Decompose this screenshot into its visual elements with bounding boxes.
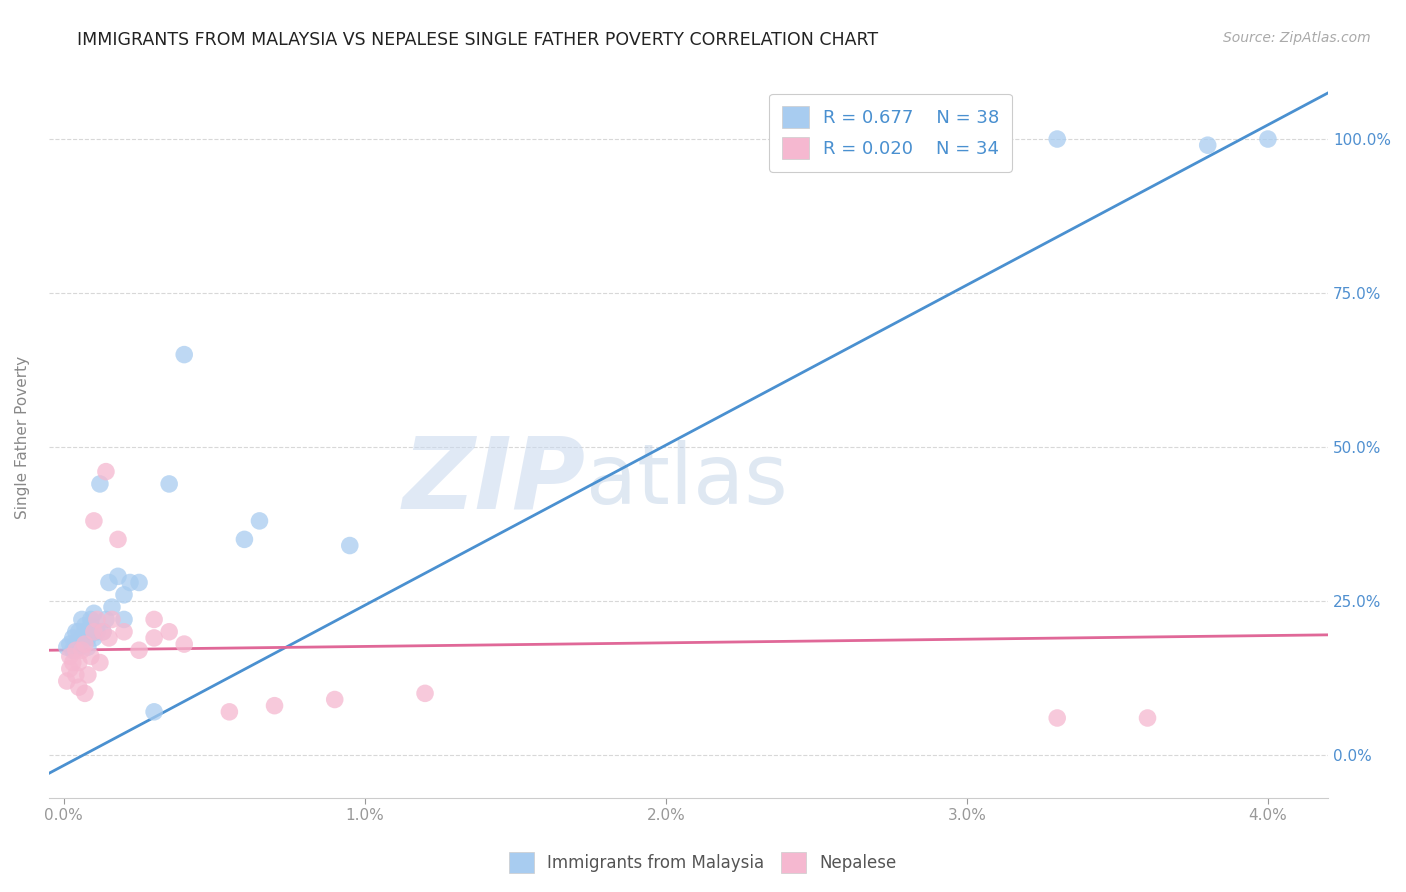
Point — [62, 656, 84, 670]
Point — [67, 656, 90, 670]
Point — [67, 680, 90, 694]
Point — [65, 668, 87, 682]
Point — [89, 656, 111, 670]
Point — [94, 612, 117, 626]
Text: ZIP: ZIP — [404, 433, 586, 530]
Text: Source: ZipAtlas.com: Source: ZipAtlas.com — [1223, 31, 1371, 45]
Point — [70, 612, 93, 626]
Point — [263, 698, 285, 713]
Point — [70, 643, 93, 657]
Point — [173, 637, 195, 651]
Point — [80, 612, 103, 626]
Point — [107, 533, 129, 547]
Point — [73, 618, 96, 632]
Text: atlas: atlas — [586, 441, 787, 522]
Point — [1197, 138, 1219, 153]
Point — [73, 624, 96, 639]
Point — [112, 588, 135, 602]
Point — [173, 348, 195, 362]
Point — [73, 637, 96, 651]
Point — [80, 618, 103, 632]
Point — [83, 607, 105, 621]
Point — [1257, 132, 1279, 146]
Point — [97, 575, 120, 590]
Legend: Immigrants from Malaysia, Nepalese: Immigrants from Malaysia, Nepalese — [502, 846, 904, 880]
Point — [101, 600, 124, 615]
Point — [65, 624, 87, 639]
Point — [339, 539, 361, 553]
Point — [56, 673, 79, 688]
Point — [112, 624, 135, 639]
Point — [233, 533, 256, 547]
Point — [143, 612, 166, 626]
Point — [83, 514, 105, 528]
Point — [413, 686, 436, 700]
Text: IMMIGRANTS FROM MALAYSIA VS NEPALESE SINGLE FATHER POVERTY CORRELATION CHART: IMMIGRANTS FROM MALAYSIA VS NEPALESE SIN… — [77, 31, 879, 49]
Point — [89, 477, 111, 491]
Point — [83, 631, 105, 645]
Point — [86, 624, 108, 639]
Point — [91, 624, 114, 639]
Point — [91, 624, 114, 639]
Point — [323, 692, 346, 706]
Point — [70, 631, 93, 645]
Point — [62, 643, 84, 657]
Point — [112, 612, 135, 626]
Point — [59, 637, 82, 651]
Point — [59, 662, 82, 676]
Point — [1046, 711, 1069, 725]
Point — [249, 514, 271, 528]
Point — [97, 631, 120, 645]
Point — [59, 649, 82, 664]
Point — [218, 705, 240, 719]
Y-axis label: Single Father Poverty: Single Father Poverty — [15, 356, 30, 519]
Point — [157, 624, 180, 639]
Point — [157, 477, 180, 491]
Point — [128, 575, 150, 590]
Point — [94, 465, 117, 479]
Point — [107, 569, 129, 583]
Point — [143, 631, 166, 645]
Point — [77, 668, 100, 682]
Point — [86, 612, 108, 626]
Point — [62, 631, 84, 645]
Point — [65, 643, 87, 657]
Point — [1046, 132, 1069, 146]
Point — [80, 649, 103, 664]
Point — [128, 643, 150, 657]
Point — [56, 640, 79, 655]
Point — [1136, 711, 1159, 725]
Point — [65, 637, 87, 651]
Point — [67, 624, 90, 639]
Point — [101, 612, 124, 626]
Point — [77, 640, 100, 655]
Point — [83, 624, 105, 639]
Point — [143, 705, 166, 719]
Point — [77, 631, 100, 645]
Point — [73, 686, 96, 700]
Legend: R = 0.677    N = 38, R = 0.020    N = 34: R = 0.677 N = 38, R = 0.020 N = 34 — [769, 94, 1012, 172]
Point — [67, 640, 90, 655]
Point — [118, 575, 141, 590]
